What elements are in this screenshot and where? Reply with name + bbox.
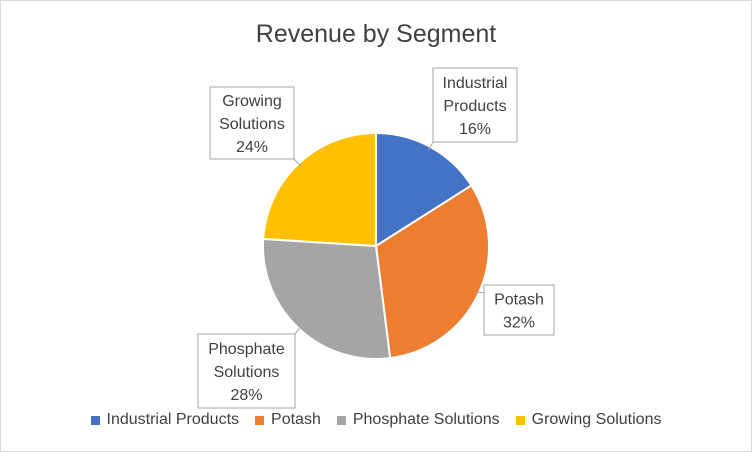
data-label-box-phosphate-solutions: [197, 333, 296, 409]
data-label-box-industrial-products: [432, 67, 518, 143]
leader-line-industrial-products: [428, 141, 434, 151]
legend-swatch-phosphate-solutions: [336, 415, 346, 425]
legend-item-growing-solutions: Growing Solutions: [515, 411, 662, 429]
legend-item-phosphate-solutions: Phosphate Solutions: [336, 411, 500, 429]
data-label-box-growing-solutions: [209, 86, 295, 160]
legend-label-growing-solutions: Growing Solutions: [531, 411, 662, 428]
legend-item-potash: Potash: [255, 411, 321, 429]
pie-slice-potash: [374, 184, 490, 360]
legend-swatch-industrial-products: [90, 415, 100, 425]
legend-swatch-growing-solutions: [515, 415, 525, 425]
legend-label-potash: Potash: [271, 411, 321, 428]
chart-title: Revenue by Segment: [255, 20, 497, 48]
legend-label-phosphate-solutions: Phosphate Solutions: [352, 411, 500, 428]
data-label-phosphate-solutions: Phosphate Solutions 28%: [208, 341, 285, 404]
legend-item-industrial-products: Industrial Products: [90, 411, 240, 429]
data-label-industrial-products: Industrial Products 16%: [443, 75, 508, 138]
data-label-growing-solutions: Growing Solutions 24%: [219, 93, 285, 156]
legend-swatch-potash: [255, 415, 265, 425]
data-label-potash: Potash 32%: [494, 292, 544, 332]
data-label-box-potash: [483, 284, 555, 336]
legend: Industrial Products Potash Phosphate Solut…: [0, 408, 752, 432]
legend-label-industrial-products: Industrial Products: [106, 411, 240, 428]
leader-line-growing-solutions: [293, 158, 302, 167]
leader-line-phosphate-solutions: [294, 325, 302, 335]
